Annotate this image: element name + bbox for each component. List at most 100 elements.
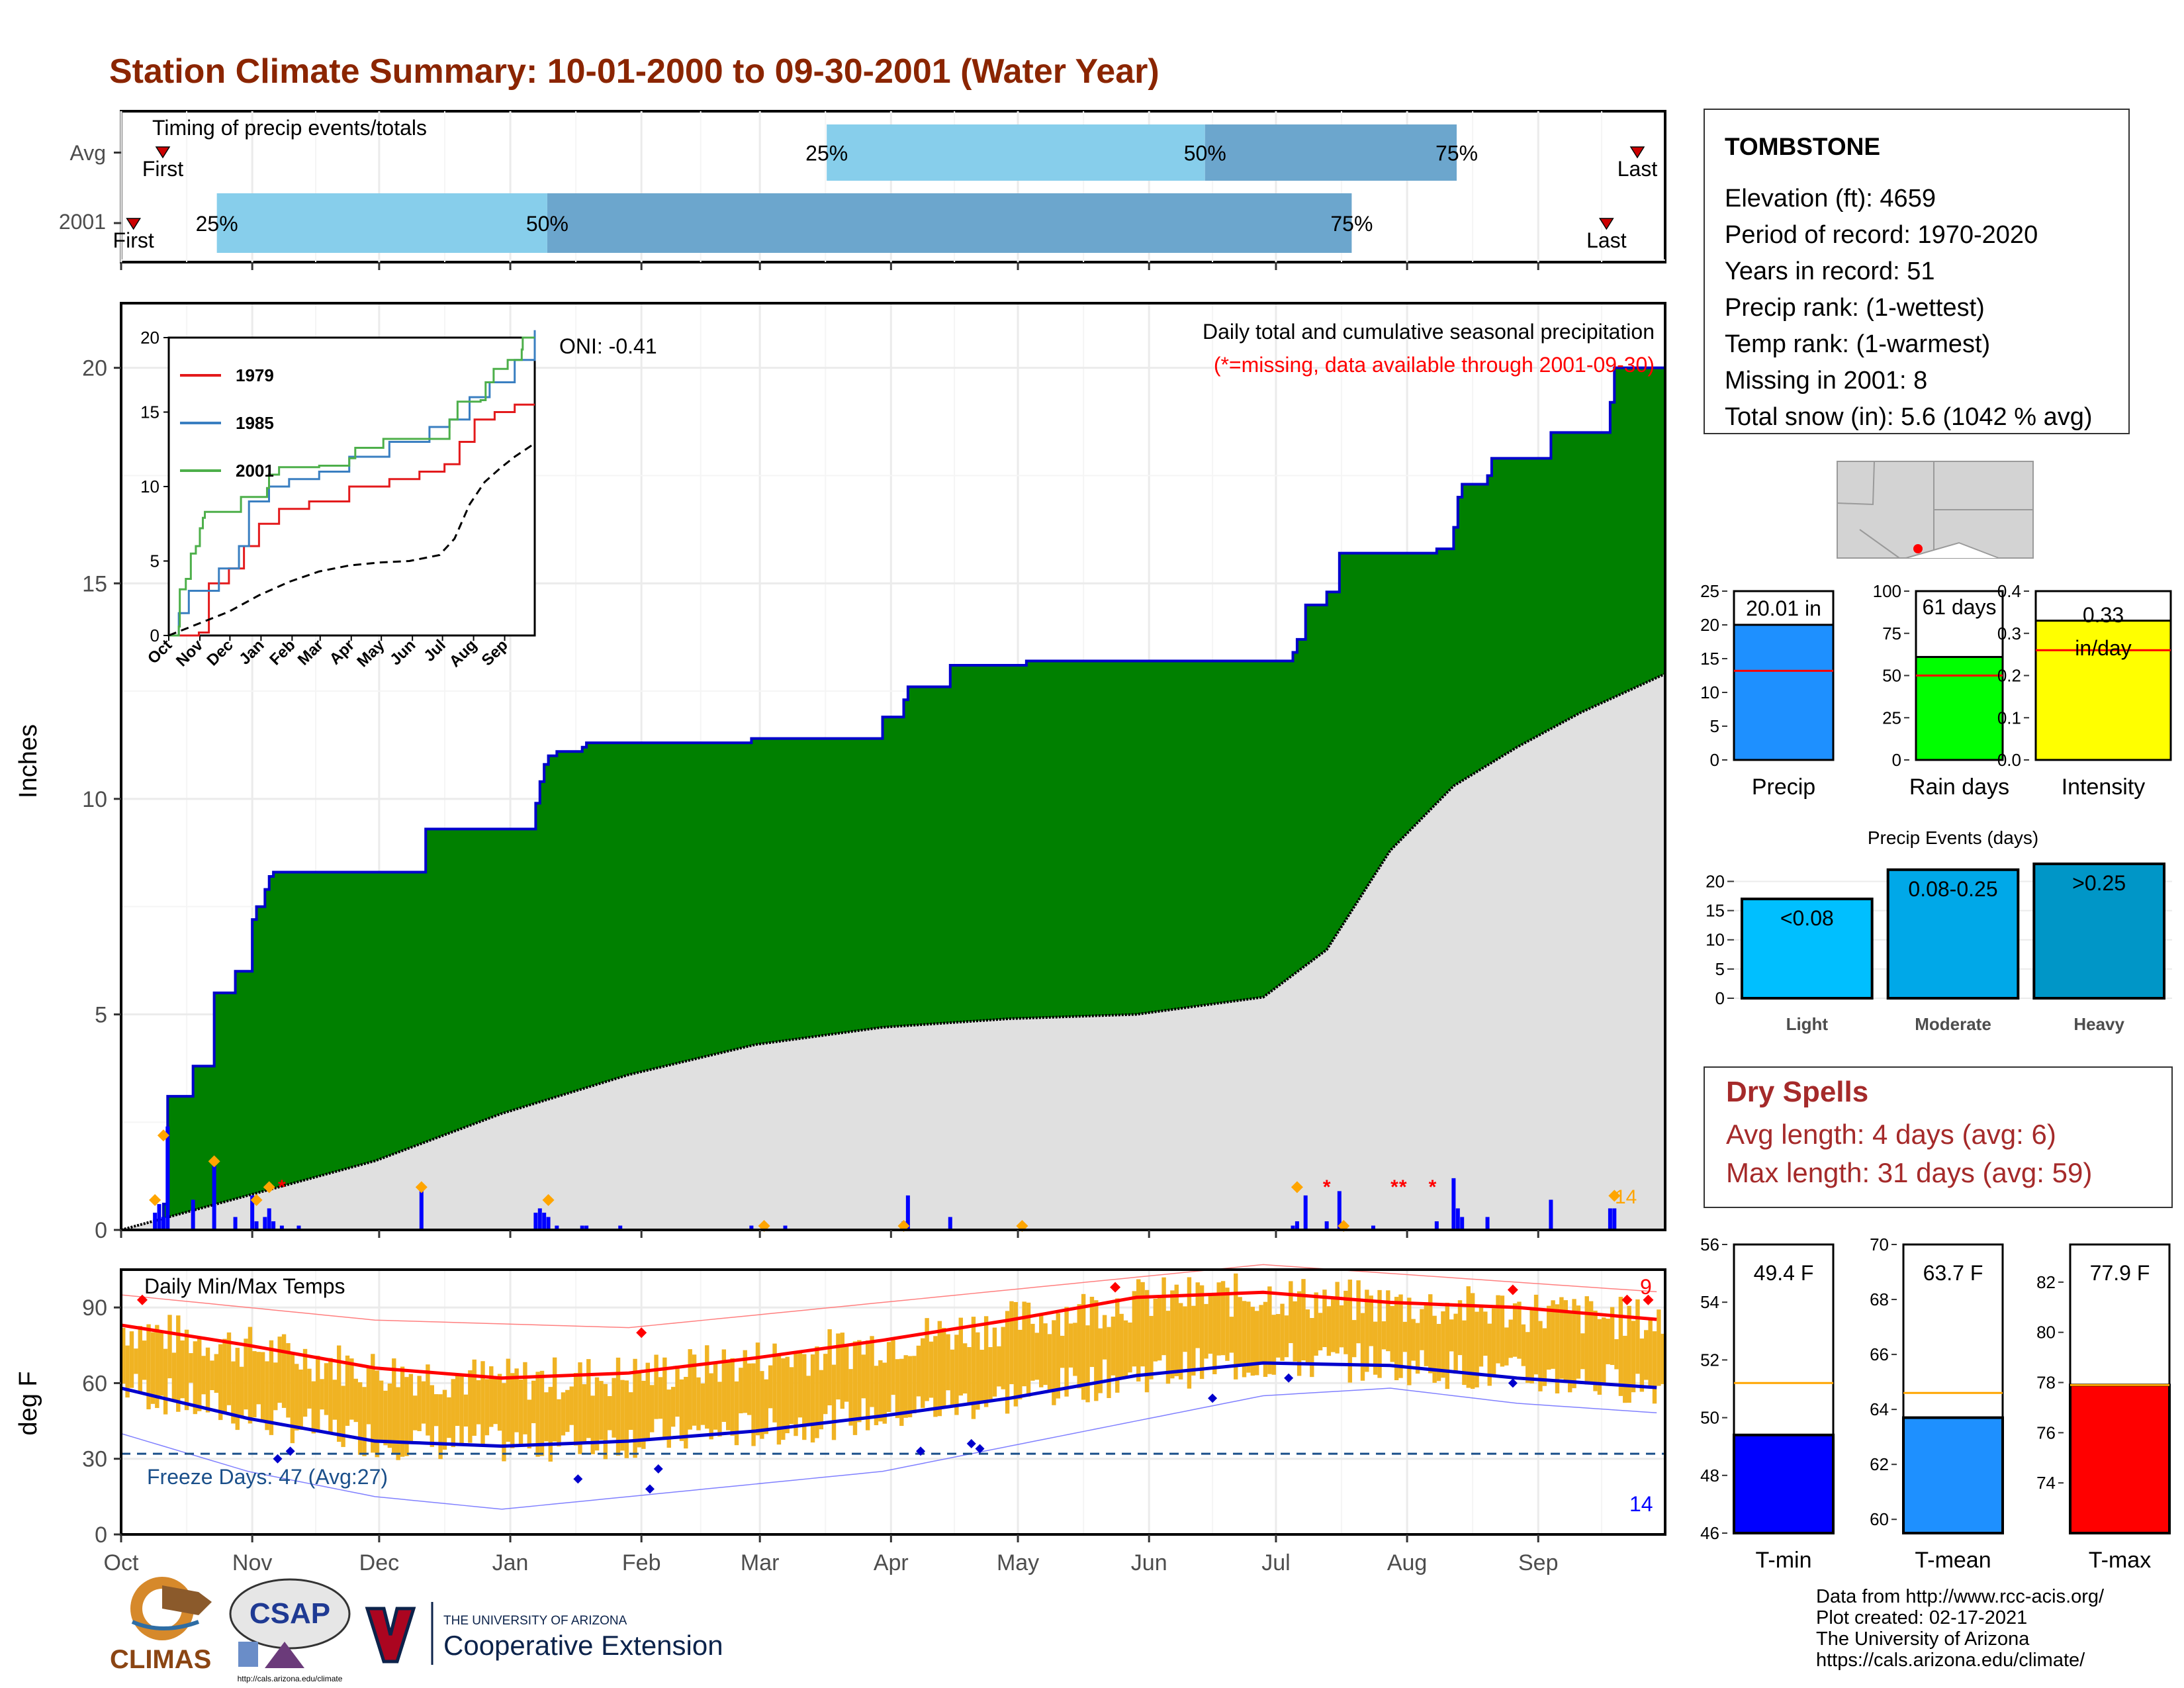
dry-spells-avg: Avg length: 4 days (avg: 6) xyxy=(1726,1119,2056,1150)
daily-temp-bar xyxy=(1576,1305,1581,1379)
daily-temp-bar xyxy=(1132,1291,1137,1367)
missing-marker: * xyxy=(1399,1176,1407,1198)
tmin-ytick-label: 48 xyxy=(1700,1466,1719,1485)
temp-ytick-label: 90 xyxy=(82,1295,107,1321)
daily-temp-bar xyxy=(557,1399,561,1447)
daily-temp-bar xyxy=(649,1385,655,1432)
daily-temp-bar xyxy=(1052,1320,1056,1405)
precip-mini-ytick-label: 15 xyxy=(1700,649,1719,669)
daily-temp-bar xyxy=(210,1360,214,1391)
events-bar-moderate xyxy=(1886,868,2020,1000)
daily-temp-bar xyxy=(794,1352,798,1436)
daily-temp-bar xyxy=(983,1316,989,1407)
daily-temp-bar xyxy=(311,1381,316,1434)
timing-first-marker xyxy=(155,146,171,159)
daily-temp-bar xyxy=(286,1343,291,1418)
daily-temp-bar xyxy=(1149,1315,1154,1380)
daily-temp-bar xyxy=(1018,1329,1023,1399)
daily-temp-bar xyxy=(1365,1289,1369,1372)
temp-label: Daily Min/Max Temps xyxy=(144,1274,345,1298)
intensity-mini: 0.0 0.1 0.2 0.3 0.4 0.33 in/day Intensity xyxy=(1997,581,2172,800)
record-low-marker xyxy=(1208,1393,1218,1403)
record-high-marker xyxy=(136,1294,148,1305)
daily-temp-bar xyxy=(260,1352,265,1421)
daily-temp-bar xyxy=(907,1356,913,1418)
daily-temp-bar xyxy=(810,1354,815,1443)
daily-temp-bar xyxy=(1402,1321,1408,1352)
precip-mini-bar xyxy=(1733,624,1835,761)
intensity-mini-value-label: 0.33 xyxy=(2083,603,2124,627)
intensity-mini-ytick-label: 0.1 xyxy=(1997,708,2021,727)
events-bar-light xyxy=(1741,897,1874,1000)
daily-temp-bar xyxy=(815,1346,819,1438)
intensity-mini-ytick-label: 0.3 xyxy=(1997,624,2021,643)
daily-temp-bar xyxy=(950,1349,955,1405)
daily-temp-bar xyxy=(629,1392,633,1430)
daily-temp-bar xyxy=(493,1378,498,1425)
daily-temp-bar xyxy=(413,1395,418,1430)
record-min-line xyxy=(120,1387,1657,1510)
intensity-mini-xlabel: Intensity xyxy=(2062,774,2146,800)
daily-temp-bar xyxy=(925,1318,929,1401)
record-low-marker xyxy=(966,1438,976,1448)
daily-precip-bar xyxy=(1371,1225,1375,1230)
dry-spells-max: Max length: 31 days (avg: 59) xyxy=(1726,1157,2092,1188)
daily-temp-bar xyxy=(874,1366,879,1425)
timing-last-marker xyxy=(1629,146,1645,159)
daily-temp-bar xyxy=(1657,1309,1661,1386)
csap-logo: CSAP http://cals.arizona.edu/climate xyxy=(229,1578,351,1683)
daily-temp-bar xyxy=(1623,1335,1627,1403)
tmean-ytick-label: 60 xyxy=(1870,1509,1889,1529)
timing-bar-25-50 xyxy=(827,124,1205,181)
daily-temp-bar xyxy=(1356,1280,1361,1344)
daily-temp-bar xyxy=(717,1382,722,1437)
daily-temp-bar xyxy=(670,1387,676,1427)
daily-temp-bar xyxy=(992,1327,997,1397)
daily-temp-bar xyxy=(1432,1315,1437,1383)
daily-temp-bar xyxy=(1500,1295,1505,1367)
daily-temp-bar xyxy=(1453,1313,1458,1374)
month-label: Jun xyxy=(1131,1550,1167,1575)
temp-count-bottom: 14 xyxy=(1629,1492,1653,1516)
daily-temp-bar xyxy=(870,1336,874,1407)
csap-logo-text: CSAP xyxy=(250,1597,330,1630)
daily-temp-bar xyxy=(408,1374,414,1444)
daily-temp-bar xyxy=(1212,1293,1217,1374)
tmax-ytick-label: 78 xyxy=(2036,1373,2056,1393)
precip-mini-xlabel: Precip xyxy=(1752,774,1815,800)
daily-temp-bar xyxy=(1602,1317,1606,1385)
daily-temp-bar xyxy=(840,1333,845,1409)
daily-temp-bar xyxy=(1318,1313,1323,1350)
daily-precip-bar xyxy=(1485,1217,1490,1230)
daily-precip-bar xyxy=(905,1195,910,1230)
daily-temp-bar xyxy=(218,1344,223,1421)
daily-temp-bar xyxy=(1005,1311,1010,1414)
daily-precip-bar xyxy=(161,1217,165,1230)
daily-temp-bar xyxy=(1208,1293,1213,1354)
daily-temp-bar xyxy=(1470,1293,1475,1389)
daily-temp-bar xyxy=(1466,1286,1471,1388)
daily-temp-bar xyxy=(451,1379,455,1448)
daily-temp-bar xyxy=(163,1348,168,1415)
daily-temp-bar xyxy=(1153,1298,1158,1362)
daily-precip-bar xyxy=(1291,1225,1295,1230)
daily-temp-bar xyxy=(743,1350,747,1413)
daily-precip-bar xyxy=(580,1225,584,1230)
raindays-mini-ytick-label: 50 xyxy=(1882,666,1901,686)
daily-precip-bar xyxy=(212,1165,216,1230)
daily-temp-bar xyxy=(1216,1282,1221,1356)
daily-temp-bar xyxy=(586,1359,591,1438)
tmin-ytick-label: 46 xyxy=(1700,1523,1719,1543)
daily-temp-bar xyxy=(946,1334,950,1391)
precip-mini-ytick-label: 10 xyxy=(1700,682,1719,702)
tmin-ytick-label: 50 xyxy=(1700,1408,1719,1428)
timing-bar-50-75 xyxy=(1205,124,1457,181)
snow-marker xyxy=(1291,1181,1303,1194)
temp-ytick-label: 60 xyxy=(82,1371,107,1396)
inset-ytick-label: 5 xyxy=(150,551,159,571)
daily-precip-bar xyxy=(537,1208,542,1230)
daily-temp-bar xyxy=(1491,1308,1496,1378)
daily-temp-bar xyxy=(1360,1313,1365,1381)
